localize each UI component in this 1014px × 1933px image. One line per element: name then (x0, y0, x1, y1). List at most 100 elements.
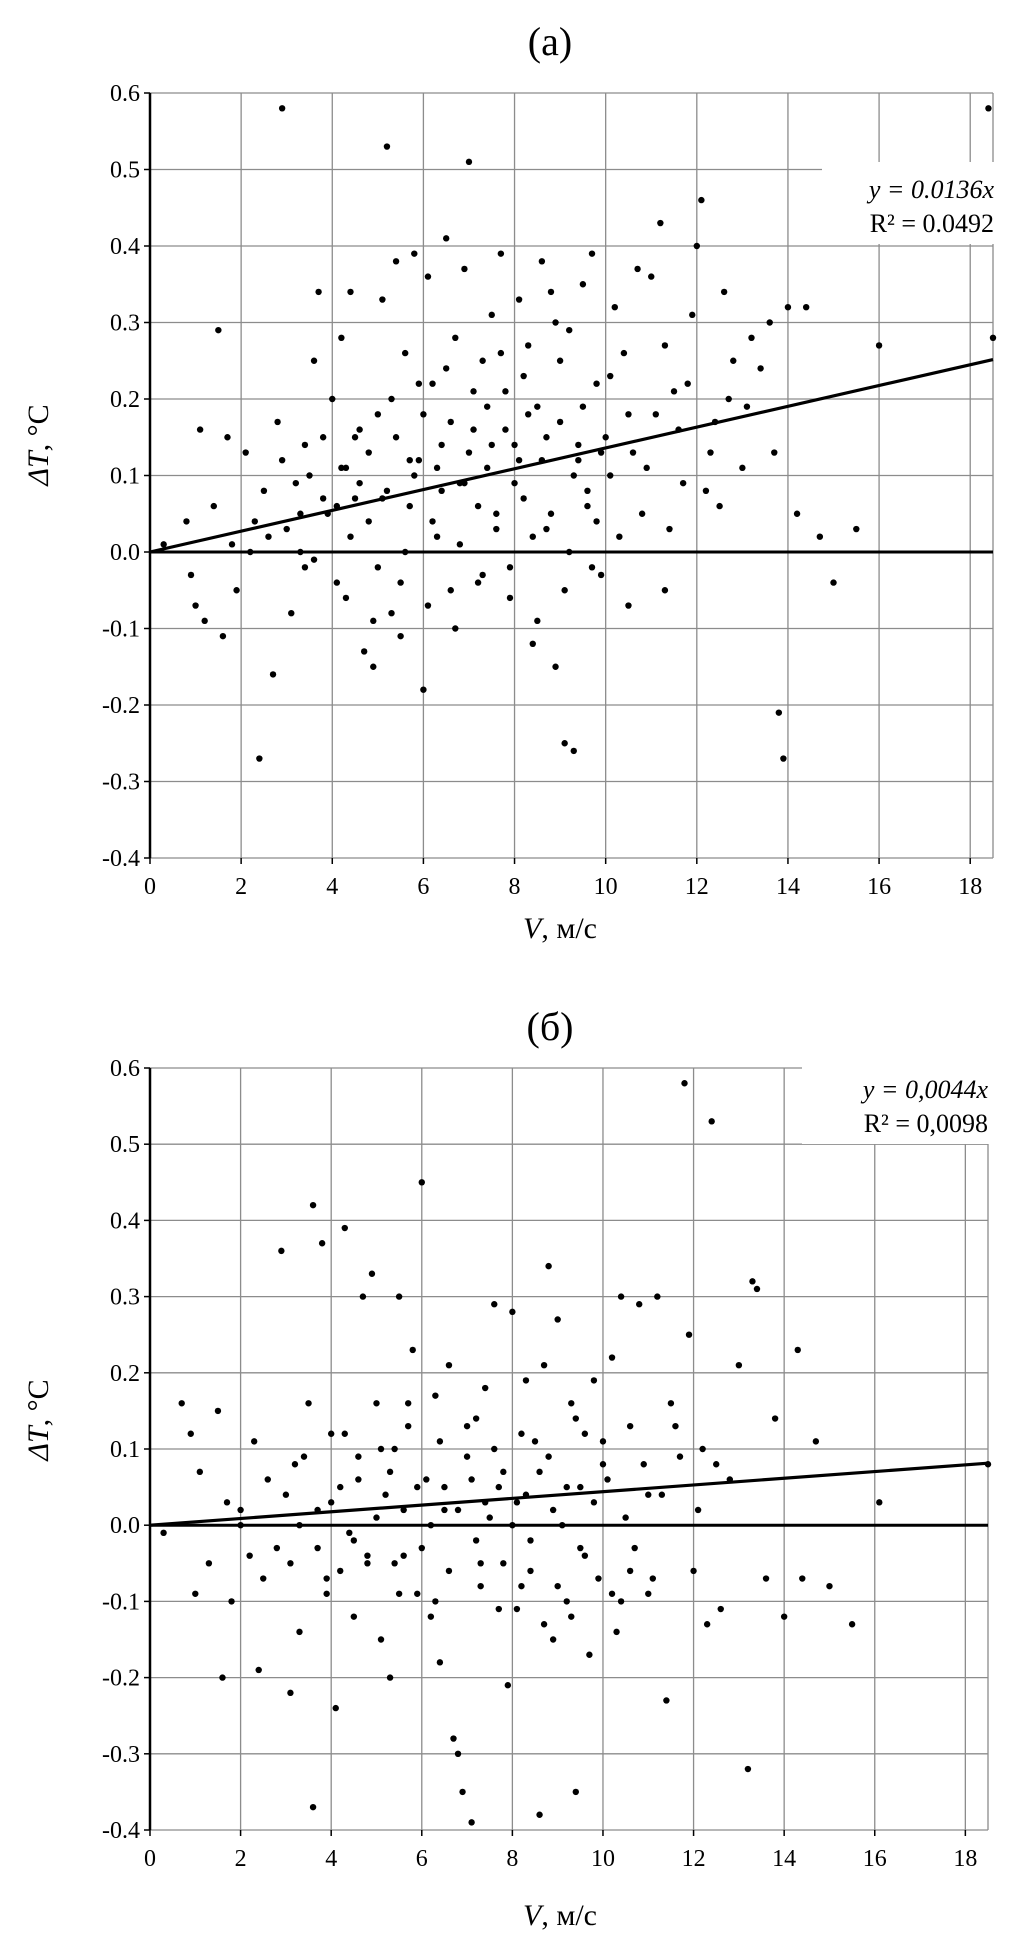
data-point (401, 548, 409, 556)
data-point (450, 1735, 457, 1742)
data-point (518, 1430, 525, 1437)
data-point (622, 1514, 629, 1521)
data-point (187, 571, 195, 579)
data-point (364, 1560, 371, 1567)
data-point (333, 579, 341, 586)
x-axis-unit: , м/с (541, 1899, 597, 1932)
data-point (323, 1590, 330, 1597)
data-point (183, 518, 190, 525)
x-axis-label: V, м/с (523, 1899, 597, 1932)
data-point (278, 457, 286, 464)
data-point (411, 472, 418, 479)
y-tick-label: -0.4 (102, 846, 140, 872)
data-point (579, 281, 587, 288)
data-point (495, 1605, 502, 1613)
data-point (445, 1361, 453, 1369)
data-point (547, 510, 555, 517)
data-point (341, 1224, 348, 1232)
data-point (278, 105, 286, 112)
data-point (256, 755, 263, 762)
data-point (388, 395, 395, 403)
data-point (663, 1697, 670, 1704)
data-point (875, 342, 883, 349)
data-point (255, 1666, 262, 1674)
data-point (604, 1476, 611, 1483)
x-tick-label: 18 (958, 874, 982, 900)
y-tick-labels: 0.6 0.5 0.4 0.3 0.2 0.1 0.0 -0.1 -0.2 -0.3 -0.4 (102, 1056, 140, 1844)
trendline (149, 357, 994, 554)
data-point (477, 1582, 484, 1590)
data-point (346, 1529, 353, 1537)
data-point (502, 426, 509, 433)
data-point (160, 541, 167, 548)
data-point (566, 326, 573, 334)
data-point (356, 426, 363, 433)
y-tick-label: -0.3 (102, 770, 140, 796)
data-point (509, 1308, 516, 1316)
data-point (400, 1506, 407, 1514)
data-point (404, 1400, 412, 1407)
axes (144, 1067, 988, 1836)
data-point (432, 1392, 439, 1399)
data-point (433, 533, 441, 540)
data-point (536, 1468, 543, 1476)
data-point (273, 1544, 281, 1552)
data-point (305, 1400, 312, 1407)
r-squared: R² = 0,0098 (864, 1109, 988, 1138)
data-point (338, 464, 345, 472)
data-point (698, 196, 705, 204)
x-axis-variable: V (523, 1899, 545, 1932)
data-point (392, 258, 400, 265)
data-point (595, 1575, 602, 1582)
data-point (187, 1430, 194, 1437)
data-point (703, 1621, 711, 1628)
data-point (654, 1293, 661, 1300)
y-axis-unit: , °C (22, 1379, 55, 1426)
data-point (536, 1811, 543, 1818)
data-point (753, 1285, 761, 1293)
data-point (338, 334, 345, 341)
data-point (636, 1301, 643, 1308)
data-point (447, 418, 454, 426)
data-point (323, 1575, 330, 1582)
data-point (342, 594, 350, 602)
data-point (205, 1560, 213, 1567)
data-point (250, 1438, 258, 1445)
x-tick-label: 12 (682, 1846, 706, 1872)
data-point (543, 434, 550, 441)
y-tick-label: 0.4 (110, 1208, 140, 1234)
data-point (518, 1582, 525, 1590)
data-point (420, 686, 427, 693)
data-point (401, 349, 409, 357)
data-point (223, 1499, 231, 1506)
data-point (771, 1415, 779, 1422)
data-point (364, 1552, 371, 1559)
data-point (278, 1247, 285, 1255)
y-tick-label: 0.5 (110, 1132, 140, 1158)
data-point (228, 1598, 235, 1605)
data-point (538, 258, 546, 265)
data-point (486, 1514, 493, 1521)
data-point (365, 518, 372, 525)
data-point (597, 571, 605, 579)
data-point (617, 1293, 625, 1300)
data-point (743, 403, 751, 410)
data-point (373, 1514, 380, 1521)
equation-box (822, 162, 998, 244)
x-tick-label: 10 (591, 1846, 615, 1872)
data-point (424, 602, 432, 609)
y-tick-label: 0.1 (110, 1437, 140, 1463)
data-point (531, 1438, 539, 1445)
x-tick-label: 16 (863, 1846, 887, 1872)
data-point (447, 587, 454, 594)
data-point (577, 1544, 584, 1552)
data-point (438, 441, 445, 449)
data-point (420, 411, 427, 418)
data-point (391, 1560, 398, 1567)
data-point (649, 1575, 656, 1582)
y-tick-label: -0.2 (102, 1666, 140, 1692)
data-point (297, 510, 304, 517)
data-point (441, 1483, 448, 1491)
data-point (201, 617, 208, 625)
data-point (816, 533, 824, 540)
